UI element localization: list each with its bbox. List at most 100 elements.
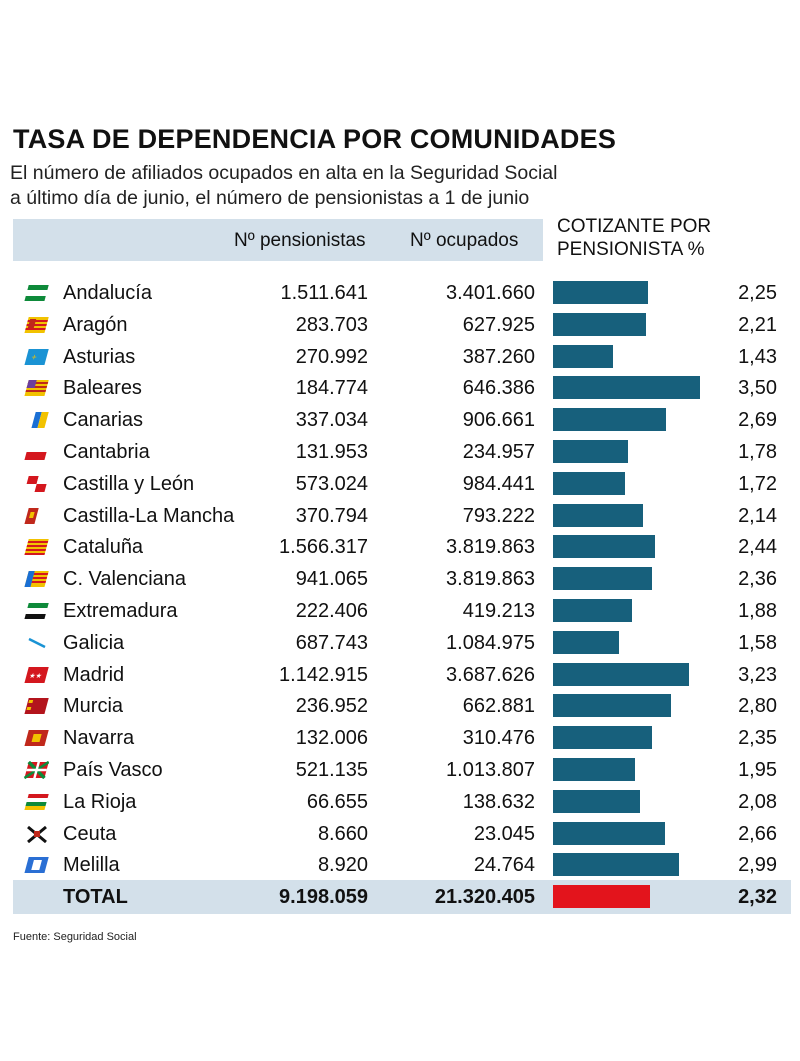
- row-name: Castilla-La Mancha: [63, 504, 235, 527]
- row-name: Aragón: [63, 313, 128, 336]
- row-pensionistas: 573.024: [295, 472, 368, 495]
- row-pensionistas: 941.065: [295, 568, 368, 591]
- row-pensionistas: 8.660: [317, 822, 368, 845]
- row-ocupados: 310.476: [462, 727, 535, 750]
- row-name: Asturias: [63, 345, 136, 368]
- row-name: Murcia: [63, 695, 124, 718]
- ratio-bar: [553, 758, 635, 781]
- row-ratio: 2,44: [738, 536, 777, 559]
- chart-title: TASA DE DEPENDENCIA POR COMUNIDADES: [13, 124, 617, 154]
- row-name: Galicia: [63, 631, 125, 654]
- table-row: País Vasco 521.135 1.013.807 1,95: [13, 754, 791, 786]
- row-pensionistas: 66.655: [306, 790, 368, 813]
- row-pensionistas: 337.034: [295, 409, 368, 432]
- ratio-bar: [553, 726, 652, 750]
- row-name: Ceuta: [63, 822, 117, 845]
- row-name: Cantabria: [63, 441, 150, 463]
- row-name: Andalucía: [63, 282, 152, 304]
- row-pensionistas: 370.794: [295, 504, 368, 527]
- ratio-bar: [553, 662, 689, 686]
- row-ratio: 2,66: [738, 822, 777, 845]
- total-band: [13, 880, 791, 914]
- table-row: Ceuta 8.660 23.045 2,66: [13, 818, 791, 850]
- row-pensionistas: 270.992: [295, 345, 368, 368]
- row-ratio: 2,25: [738, 282, 777, 304]
- ratio-bar: [553, 312, 646, 336]
- row-ocupados: 24.764: [473, 854, 535, 877]
- ratio-bar: [553, 567, 653, 591]
- row-ocupados: 906.661: [462, 409, 535, 432]
- total-row: TOTAL 9.198.059 21.320.405 2,32: [13, 881, 791, 913]
- row-ocupados: 662.881: [462, 695, 535, 718]
- ratio-bar: [553, 821, 665, 845]
- table-row: Baleares 184.774 646.386 3,50: [13, 372, 791, 404]
- row-pensionistas: 184.774: [295, 377, 368, 400]
- row-ratio: 1,78: [738, 441, 777, 463]
- row-pensionistas: 236.952: [295, 695, 368, 718]
- row-ratio: 3,50: [738, 377, 777, 400]
- row-pensionistas: 521.135: [295, 759, 368, 781]
- row-name: Cataluña: [63, 536, 144, 559]
- header-pensionistas: Nº pensionistas: [234, 230, 366, 251]
- row-name: Baleares: [63, 377, 142, 400]
- table-row: ★★ Madrid 1.142.915 3.687.626 3,23: [13, 659, 791, 691]
- subtitle-line-1: El número de afiliados ocupados en alta …: [10, 162, 558, 184]
- row-ocupados: 3.819.863: [446, 568, 535, 591]
- row-name: La Rioja: [63, 790, 137, 813]
- row-name: País Vasco: [63, 759, 163, 781]
- row-ocupados: 646.386: [462, 377, 535, 400]
- row-ratio: 2,80: [738, 695, 777, 718]
- table-row: Castilla-La Mancha 370.794 793.222 2,14: [13, 500, 791, 532]
- ratio-bar: [553, 789, 641, 813]
- table-row: Murcia 236.952 662.881 2,80: [13, 690, 791, 722]
- row-ocupados: 3.401.660: [446, 282, 535, 304]
- ratio-bar: [553, 599, 632, 622]
- table-row: Castilla y León 573.024 984.441 1,72: [13, 468, 791, 500]
- row-name: Canarias: [63, 409, 144, 432]
- row-name: C. Valenciana: [63, 568, 187, 591]
- row-ocupados: 23.045: [473, 822, 535, 845]
- row-ocupados: 387.260: [462, 345, 535, 368]
- ratio-bar: [553, 471, 626, 495]
- svg-text:★★: ★★: [28, 672, 43, 680]
- source-note: Fuente: Seguridad Social: [13, 931, 137, 943]
- row-name: Extremadura: [63, 600, 178, 622]
- row-ocupados: 3.819.863: [446, 536, 535, 559]
- total-ocupados: 21.320.405: [434, 886, 535, 908]
- row-pensionistas: 222.406: [295, 600, 368, 622]
- ratio-bar: [553, 408, 666, 432]
- row-ratio: 2,69: [738, 409, 777, 432]
- table-row: Melilla 8.920 24.764 2,99: [13, 849, 791, 881]
- row-ratio: 3,23: [738, 663, 777, 686]
- ratio-bar: [553, 503, 643, 527]
- table-row: C. Valenciana 941.065 3.819.863 2,36: [13, 563, 791, 595]
- table-row: Cantabria 131.953 234.957 1,78: [13, 436, 791, 468]
- table-row: Extremadura 222.406 419.213 1,88: [13, 595, 791, 627]
- table-row: Galicia 687.743 1.084.975 1,58: [13, 627, 791, 659]
- row-ocupados: 419.213: [462, 600, 535, 622]
- ratio-bar: [553, 376, 700, 400]
- row-ocupados: 627.925: [462, 313, 535, 336]
- svg-text:+: +: [30, 352, 38, 362]
- row-ratio: 2,99: [738, 854, 777, 877]
- ratio-bar: [553, 440, 628, 463]
- table-row: Cataluña 1.566.317 3.819.863 2,44: [13, 531, 791, 563]
- total-ratio: 2,32: [738, 886, 777, 908]
- row-ocupados: 3.687.626: [446, 663, 535, 686]
- row-ocupados: 793.222: [462, 504, 535, 527]
- row-name: Madrid: [63, 663, 125, 686]
- row-pensionistas: 8.920: [317, 854, 368, 877]
- row-ocupados: 1.013.807: [446, 759, 535, 781]
- row-ocupados: 234.957: [462, 441, 535, 463]
- row-ratio: 2,35: [738, 727, 777, 750]
- table-row: + Asturias 270.992 387.260 1,43: [13, 341, 791, 373]
- ratio-bar: [553, 535, 656, 559]
- row-name: Melilla: [63, 854, 120, 877]
- row-ratio: 1,58: [738, 631, 777, 654]
- row-pensionistas: 1.142.915: [279, 663, 368, 686]
- header-ocupados: Nº ocupados: [410, 230, 519, 251]
- row-ratio: 1,72: [738, 472, 777, 495]
- table-row: La Rioja 66.655 138.632 2,08: [13, 786, 791, 818]
- header-ratio: COTIZANTE POR PENSIONISTA %: [557, 215, 711, 261]
- table-row: Canarias 337.034 906.661 2,69: [13, 404, 791, 436]
